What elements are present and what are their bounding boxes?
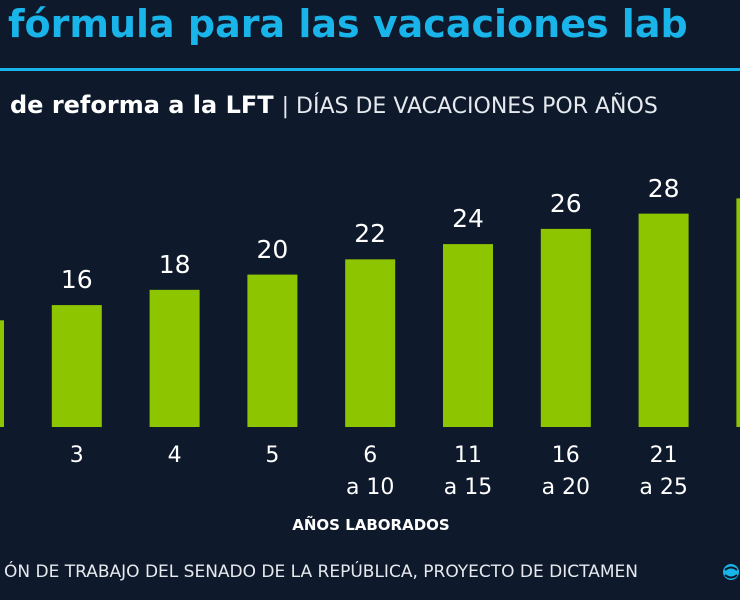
bar bbox=[149, 289, 200, 427]
bar bbox=[51, 305, 102, 427]
bar bbox=[540, 228, 591, 427]
x-axis-title: AÑOS LABORADOS bbox=[292, 516, 450, 534]
value-label: 18 bbox=[158, 249, 191, 279]
x-tick-label: 11 a 15 bbox=[443, 443, 493, 500]
x-tick-label: 4 bbox=[167, 443, 182, 468]
bar bbox=[638, 213, 689, 427]
subtitle-bold: de reforma a la LFT bbox=[10, 91, 274, 119]
subtitle-rest: | DÍAS DE VACACIONES POR AÑOS bbox=[281, 94, 658, 119]
x-tick-label: 3 bbox=[69, 443, 84, 468]
subtitle: de reforma a la LFT | DÍAS DE VACACIONES … bbox=[10, 91, 658, 119]
value-label: 28 bbox=[647, 173, 680, 203]
title-rule bbox=[0, 68, 740, 71]
bar bbox=[736, 198, 740, 427]
bar bbox=[247, 274, 298, 427]
value-label: 20 bbox=[256, 234, 289, 264]
logo-mark bbox=[724, 566, 738, 579]
source: ÓN DE TRABAJO DEL SENADO DE LA REPÚBLICA… bbox=[4, 562, 638, 582]
value-label: 26 bbox=[549, 188, 582, 218]
x-tick-label: 6 a 10 bbox=[345, 443, 395, 500]
x-tick-label: 16 a 20 bbox=[541, 443, 591, 500]
bar bbox=[345, 259, 396, 427]
value-label: 16 bbox=[60, 265, 93, 295]
value-label: 24 bbox=[452, 204, 484, 234]
bar bbox=[0, 320, 4, 427]
title: fórmula para las vacaciones lab bbox=[8, 2, 688, 46]
x-tick-label: 5 bbox=[265, 443, 280, 468]
value-label: 22 bbox=[354, 219, 387, 249]
x-tick-label: 21 a 25 bbox=[639, 443, 688, 500]
bar bbox=[443, 244, 493, 427]
